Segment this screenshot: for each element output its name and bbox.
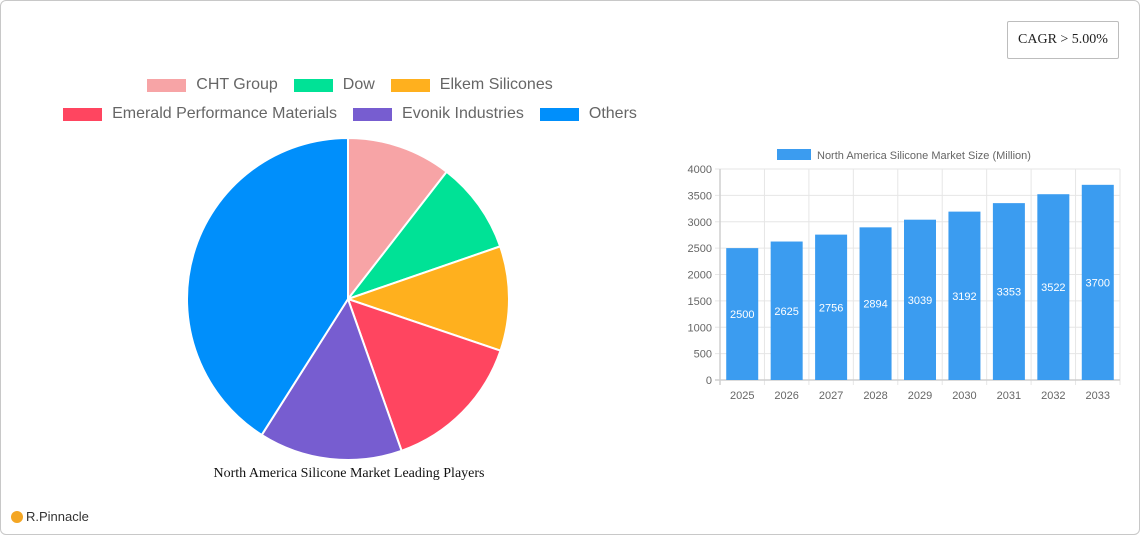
- legend-label: Dow: [342, 76, 375, 93]
- legend-label: Evonik Industries: [402, 105, 524, 122]
- legend-item[interactable]: Elkem Silicones: [390, 76, 553, 94]
- pie-chart-title: North America Silicone Market Leading Pl…: [213, 466, 485, 481]
- legend-item[interactable]: Emerald Performance Materials: [63, 105, 337, 123]
- legend-label: Others: [588, 105, 637, 122]
- legend-swatch: [353, 107, 393, 121]
- legend-swatch: [390, 78, 430, 92]
- legend-label: Emerald Performance Materials: [112, 105, 338, 122]
- brand-logo: R.Pinnacle: [11, 509, 89, 524]
- logo-circle-icon: [11, 510, 23, 523]
- legend-label: CHT Group: [196, 76, 278, 93]
- pie-legend-row-2: Emerald Performance Materials Evonik Indu…: [0, 105, 700, 123]
- legend-label: Elkem Silicones: [439, 76, 553, 93]
- legend-item[interactable]: CHT Group: [147, 76, 278, 94]
- legend-item[interactable]: Dow: [293, 76, 375, 94]
- brand-name: R.Pinnacle: [26, 509, 89, 524]
- legend-swatch: [293, 78, 333, 92]
- pie-legend-row-1: CHT Group Dow Elkem Silicones: [0, 76, 700, 94]
- legend-swatch: [147, 78, 187, 92]
- legend-swatch: [539, 107, 579, 121]
- cagr-badge: CAGR > 5.00%: [1007, 21, 1119, 59]
- legend-item[interactable]: Others: [539, 105, 637, 123]
- legend-swatch: [63, 107, 103, 121]
- legend-item[interactable]: Evonik Industries: [353, 105, 524, 123]
